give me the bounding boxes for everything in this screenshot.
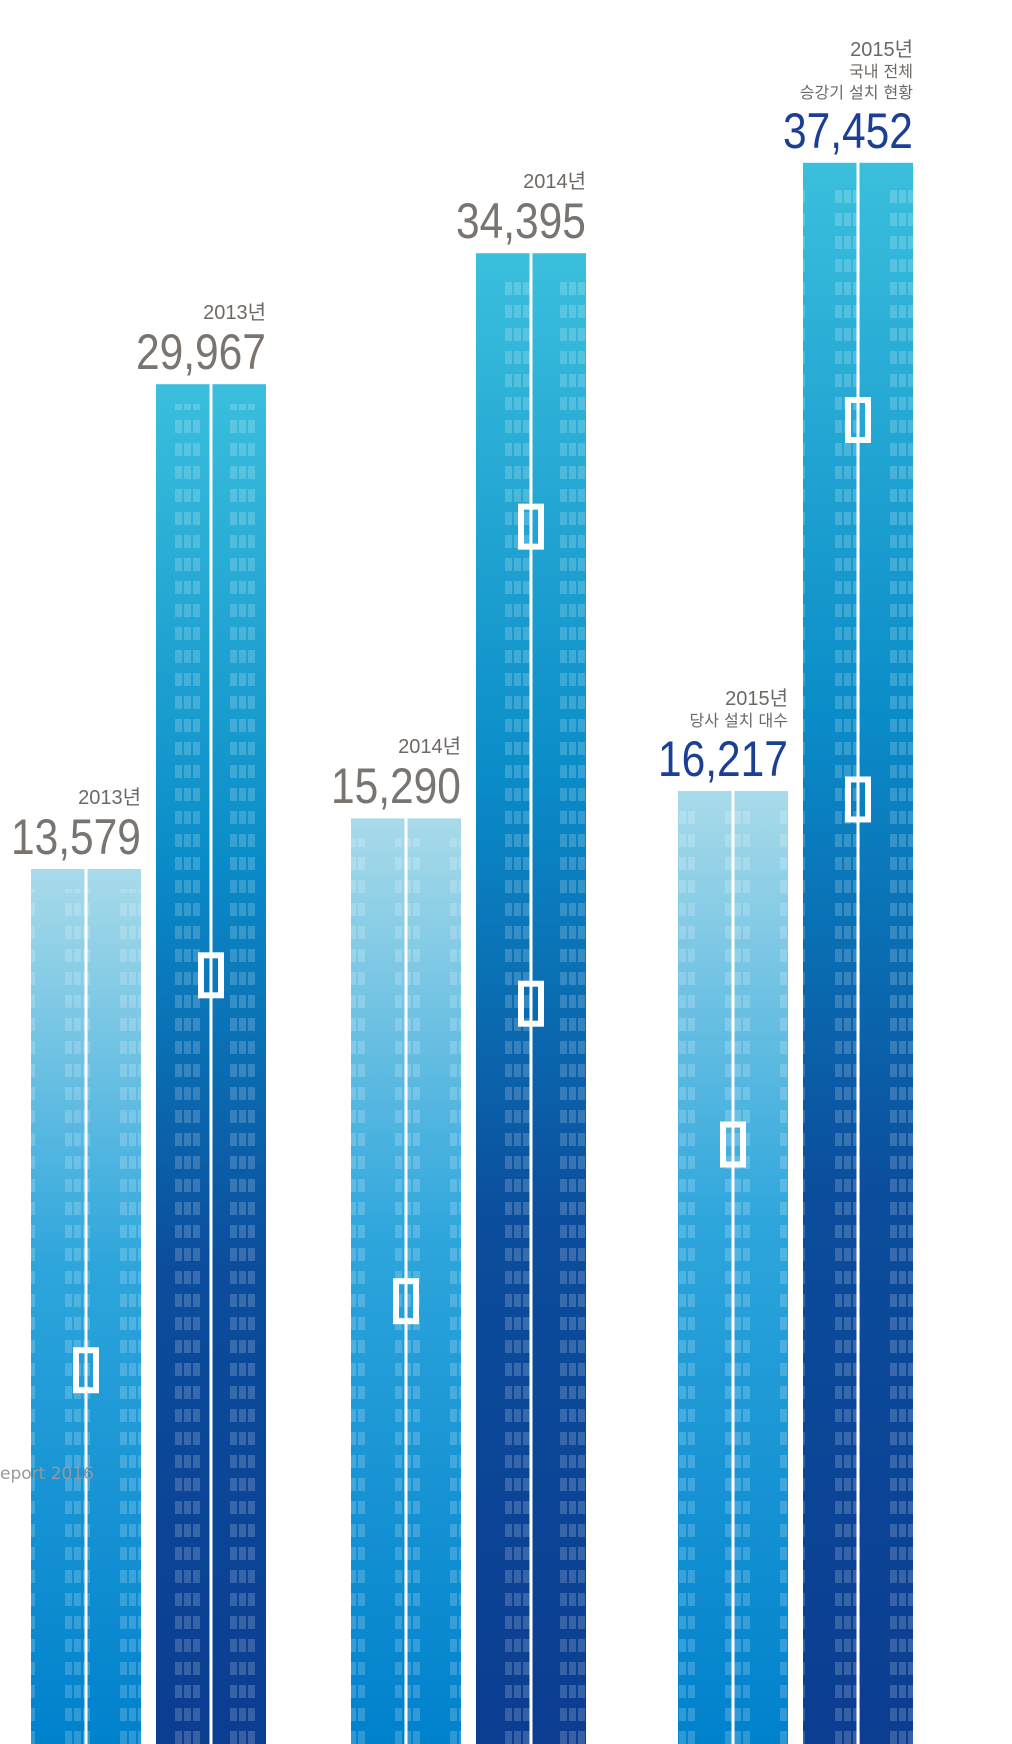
bar-label: 2013년 29,967 (113, 296, 266, 380)
year-label: 2015년 (850, 39, 913, 62)
series-name: 국내 전체 승강기 설치 현황 (799, 62, 913, 102)
year-label: 2014년 (398, 736, 461, 759)
bar-label: 2015년 국내 전체 승강기 설치 현황 37,452 (760, 33, 913, 159)
value-label: 34,395 (456, 193, 586, 250)
year-label: 2013년 (78, 787, 141, 809)
year-label: 2014년 (523, 171, 586, 194)
year-label: 2013년 (203, 302, 266, 325)
series-name: 당사 설치 대수 (689, 711, 789, 731)
value-label: 16,217 (658, 730, 788, 787)
value-label: 29,967 (136, 324, 266, 381)
value-label: 37,452 (783, 102, 913, 159)
elevator-car (518, 503, 544, 550)
bar-label: 2014년 34,395 (433, 165, 586, 249)
elevator-car (393, 1278, 419, 1325)
bar-label: 2013년 13,579 (0, 781, 141, 865)
bar-label: 2015년 당사 설치 대수 16,217 (635, 682, 788, 787)
year-label: 2015년 (725, 688, 788, 711)
bar-label: 2014년 15,290 (308, 730, 461, 814)
value-label: 15,290 (331, 758, 461, 815)
elevator-car (518, 980, 544, 1027)
footer: eport 2016 (0, 1464, 94, 1484)
value-label: 13,579 (11, 809, 141, 865)
elevator-car (73, 1347, 99, 1394)
elevator-car (198, 952, 224, 999)
elevator-car (845, 776, 871, 823)
elevator-car (720, 1121, 746, 1168)
elevator-car (845, 396, 871, 443)
